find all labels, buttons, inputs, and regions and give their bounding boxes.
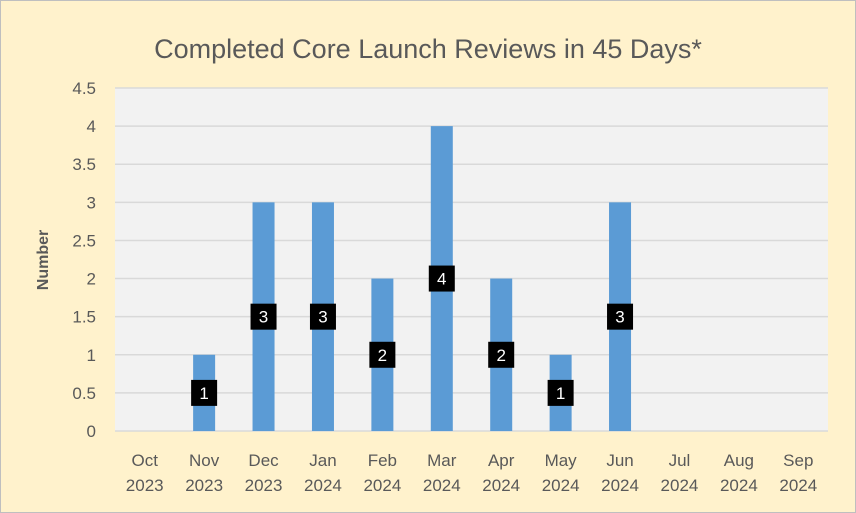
x-tick-label-year: 2024: [661, 476, 699, 495]
y-tick-label: 1.5: [72, 308, 96, 327]
chart-title: Completed Core Launch Reviews in 45 Days…: [154, 34, 702, 64]
x-tick-label-month: Nov: [189, 451, 220, 470]
data-label-box: [250, 303, 277, 330]
x-tick-label-year: 2024: [720, 476, 758, 495]
x-tick-label-month: Mar: [427, 451, 457, 470]
x-tick-label-year: 2024: [304, 476, 342, 495]
data-label-box: [309, 303, 336, 330]
plot-background: [115, 88, 828, 431]
data-label-box: [488, 341, 515, 368]
data-label-box: [607, 303, 634, 330]
y-tick-label: 4.5: [72, 79, 96, 98]
x-tick-label-year: 2024: [779, 476, 817, 495]
data-label: 3: [615, 308, 624, 327]
x-tick-label-year: 2024: [423, 476, 461, 495]
data-label-box: [547, 379, 574, 406]
x-tick-label-year: 2023: [185, 476, 223, 495]
x-tick-label-month: Dec: [248, 451, 279, 470]
x-tick-label-month: Aug: [724, 451, 754, 470]
data-label-box: [428, 265, 455, 292]
data-label: 3: [259, 308, 268, 327]
x-tick-label-year: 2024: [363, 476, 401, 495]
x-tick-label-month: Jun: [606, 451, 633, 470]
data-label: 2: [378, 346, 387, 365]
x-tick-label-year: 2023: [126, 476, 164, 495]
y-tick-label: 4: [87, 117, 96, 136]
data-label: 1: [556, 384, 565, 403]
x-tick-label-month: Jan: [309, 451, 336, 470]
y-tick-label: 3.5: [72, 155, 96, 174]
x-tick-label-year: 2024: [601, 476, 639, 495]
data-label: 4: [437, 270, 446, 289]
y-tick-label: 1: [87, 346, 96, 365]
x-tick-label-month: Feb: [368, 451, 397, 470]
x-tick-label-month: May: [545, 451, 578, 470]
x-tick-label-year: 2024: [542, 476, 580, 495]
x-tick-label-month: Oct: [131, 451, 158, 470]
x-tick-label-year: 2024: [482, 476, 520, 495]
y-tick-label: 0: [87, 422, 96, 441]
data-label-box: [191, 379, 218, 406]
y-tick-label: 2: [87, 270, 96, 289]
data-label: 2: [496, 346, 505, 365]
x-tick-label-month: Sep: [783, 451, 813, 470]
y-tick-label: 2.5: [72, 231, 96, 250]
data-label: 1: [199, 384, 208, 403]
y-tick-label: 0.5: [72, 384, 96, 403]
y-tick-label: 3: [87, 193, 96, 212]
x-tick-label-month: Jul: [669, 451, 691, 470]
data-label-box: [369, 341, 396, 368]
data-label: 3: [318, 308, 327, 327]
x-tick-label-month: Apr: [488, 451, 515, 470]
x-tick-label-year: 2023: [245, 476, 283, 495]
